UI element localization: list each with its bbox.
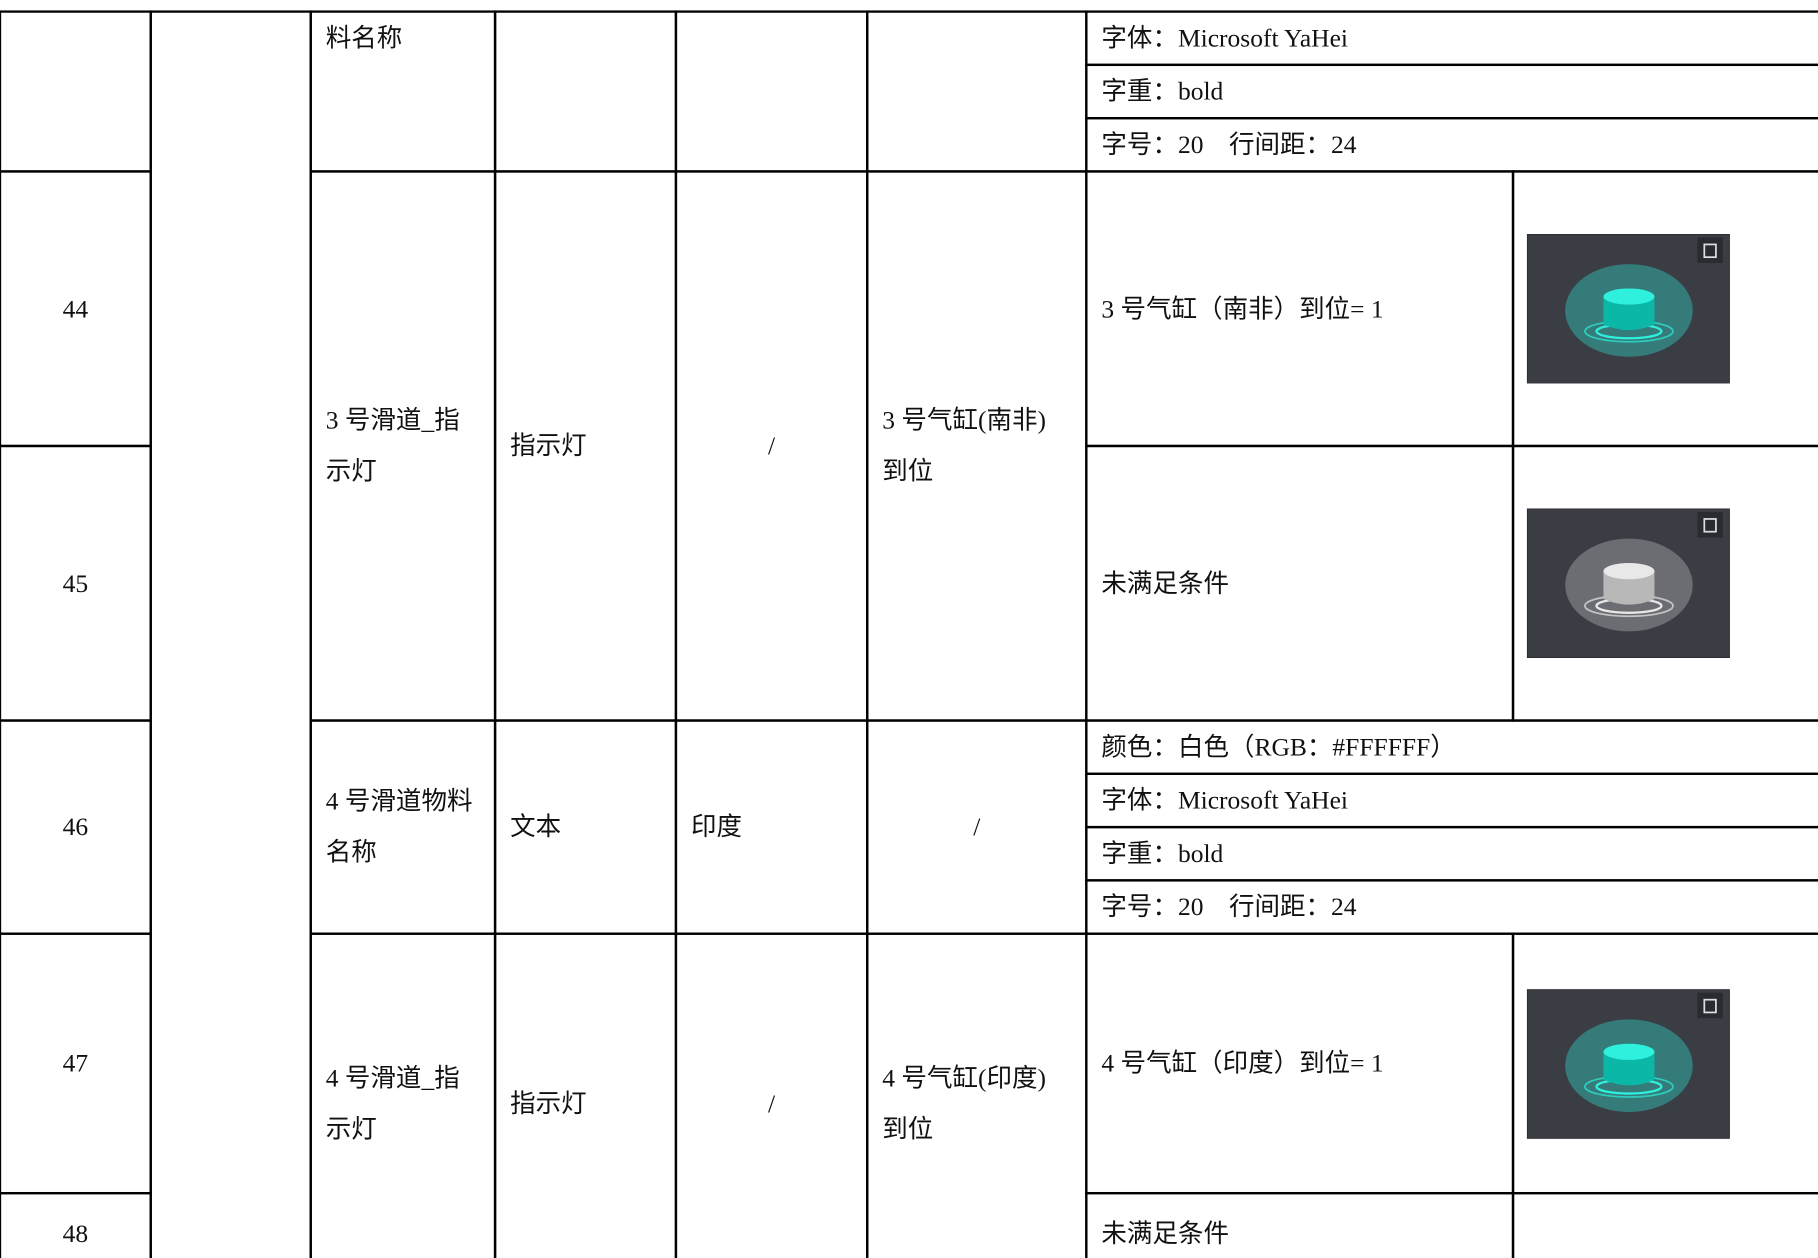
table-cell: 字体：Microsoft YaHei [1085, 10, 1818, 67]
table-cell: 料名称 [309, 10, 497, 173]
cell-text: 4 号滑道_指示灯 [325, 1063, 460, 1144]
table-cell: 字重：bold [1085, 63, 1818, 120]
cell-text: 48 [62, 1218, 89, 1248]
cell-text: 3 号气缸（南非）到位= 1 [1101, 293, 1384, 323]
table-cell: / [674, 932, 869, 1258]
table-cell: 45 [0, 444, 152, 722]
cell-text: 44 [62, 293, 89, 323]
cell-text: 4 号滑道物料名称 [325, 786, 473, 867]
cell-text: / [768, 1088, 776, 1118]
table-cell: 指示灯 [493, 932, 678, 1258]
cell-text: / [768, 430, 776, 460]
table-cell: 46 [0, 719, 152, 935]
cell-text: 指示灯 [510, 430, 587, 460]
cell-text: 46 [62, 812, 89, 841]
cell-text: 字体：Microsoft YaHei [1101, 785, 1349, 815]
table-cell: 未满足条件 [1085, 444, 1515, 722]
cell-text: 45 [62, 568, 89, 598]
table-cell: 44 [0, 170, 152, 448]
cell-text: 料名称 [325, 23, 403, 53]
table-cell [0, 10, 152, 173]
indicator-image [1526, 989, 1730, 1139]
cell-text: 字号：20 行间距：24 [1101, 891, 1357, 921]
indicator-image [1526, 233, 1730, 384]
cell-text: 字重：bold [1101, 838, 1224, 868]
cell-text: 47 [62, 1048, 89, 1078]
table-cell: 4 号滑道_指示灯 [309, 932, 497, 1258]
table-cell: 指示灯 [493, 170, 678, 722]
table-cell: 字号：20 行间距：24 [1085, 116, 1818, 173]
cell-text: 4 号气缸（印度）到位= 1 [1101, 1048, 1384, 1078]
cell-text: 字号：20 行间距：24 [1101, 129, 1357, 159]
table-cell [493, 10, 678, 173]
table-cell: / [866, 719, 1088, 935]
cell-text: 3 号滑道_指示灯 [325, 405, 460, 486]
cell-text: / [973, 812, 981, 841]
cell-text: 未满足条件 [1101, 1218, 1229, 1248]
table-cell: 3 号气缸（南非）到位= 1 [1085, 170, 1515, 448]
table-cell: 字重：bold [1085, 825, 1818, 882]
table-cell: 字体：Microsoft YaHei [1085, 772, 1818, 829]
image-cell [1511, 1191, 1818, 1258]
table-cell: 颜色：白色（RGB：#FFFFFF） [1085, 719, 1818, 775]
table-cell: 字号：20 行间距：24 [1085, 879, 1818, 935]
table-cell: 3 号滑道_指示灯 [309, 170, 497, 722]
table-cell: 48 [0, 1191, 152, 1258]
cell-text: 4 号气缸(印度)到位 [882, 1063, 1046, 1144]
cell-text: 文本 [510, 812, 562, 841]
table-cell: 3 号气缸(南非)到位 [866, 170, 1088, 722]
cell-text: 指示灯 [510, 1088, 587, 1118]
indicator-image [1526, 508, 1730, 658]
cell-text: 未满足条件 [1101, 568, 1229, 598]
table-cell [866, 10, 1088, 173]
table-cell: / [674, 170, 869, 722]
cell-text: 印度 [691, 812, 743, 841]
table-cell: 印度 [674, 719, 869, 935]
category-cell [149, 10, 312, 1258]
table-cell: 文本 [493, 719, 678, 935]
cell-text: 颜色：白色（RGB：#FFFFFF） [1101, 732, 1456, 762]
table-cell: 未满足条件 [1085, 1191, 1515, 1258]
table-cell: 4 号气缸（印度）到位= 1 [1085, 932, 1515, 1195]
cell-text: 字重：bold [1101, 76, 1224, 106]
table-cell: 4 号滑道物料名称 [309, 719, 497, 935]
cell-text: 字体：Microsoft YaHei [1101, 23, 1349, 53]
table-cell: 47 [0, 932, 152, 1195]
table-cell [674, 10, 869, 173]
cell-text: 3 号气缸(南非)到位 [882, 405, 1046, 486]
table-cell: 4 号气缸(印度)到位 [866, 932, 1088, 1258]
